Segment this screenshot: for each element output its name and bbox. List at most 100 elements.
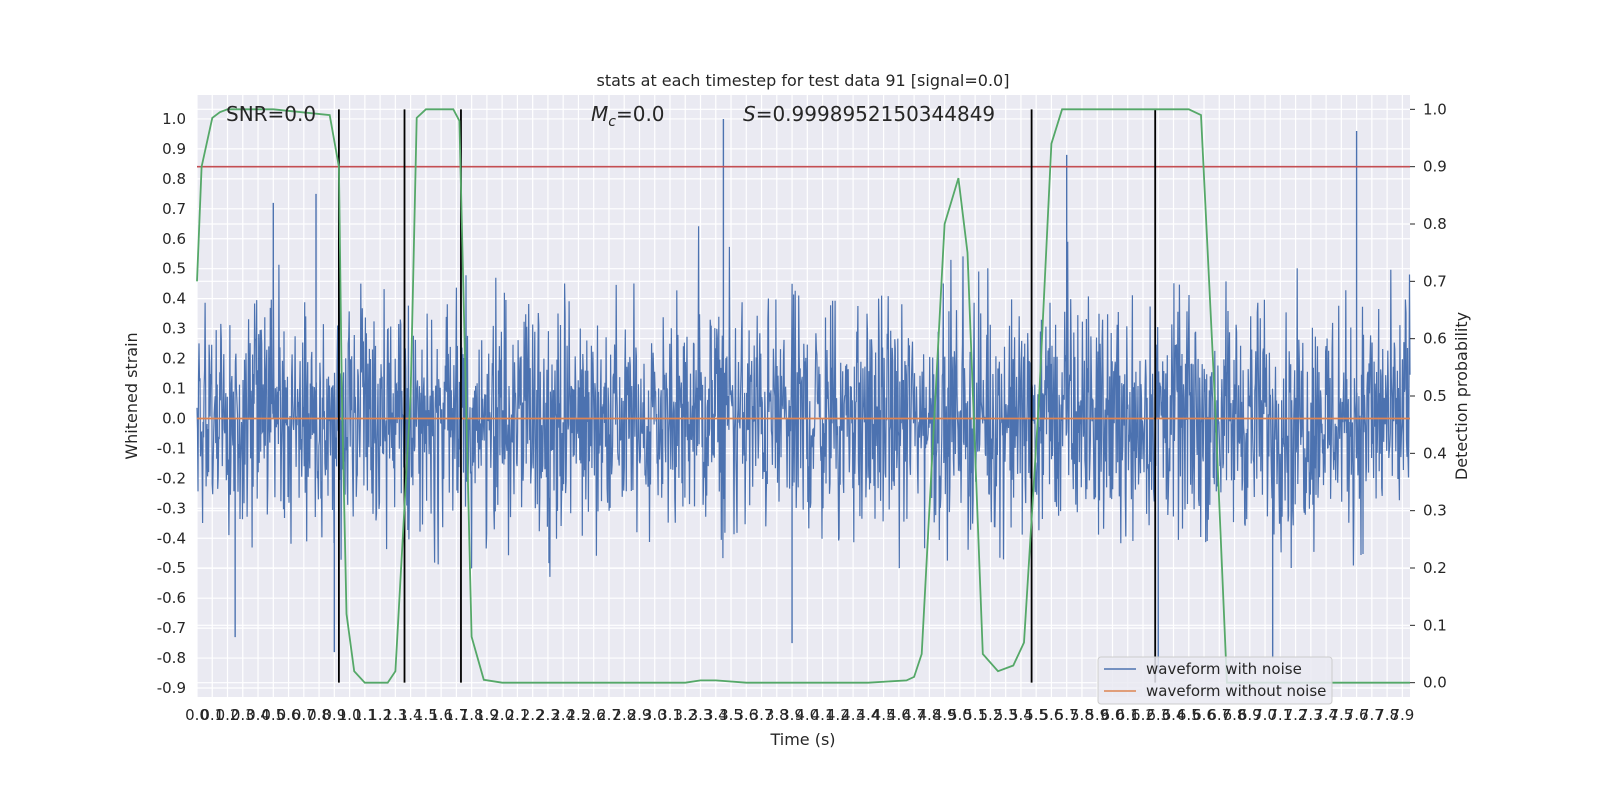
x-tick-label: 4.2	[826, 706, 850, 724]
x-tick-label: 0.3	[231, 706, 255, 724]
x-tick-label: 0.5	[261, 706, 285, 724]
y-tick-label: -0.4	[157, 529, 186, 547]
s-annotation: S=0.9998952150344849	[743, 102, 995, 126]
axis-ticks: 0.00.10.20.30.40.50.60.70.80.91.01.11.21…	[157, 100, 1447, 724]
legend: waveform with noise waveform without noi…	[1097, 656, 1333, 705]
x-tick-label: 7.3	[1299, 706, 1323, 724]
x-tick-label: 1.5	[414, 706, 438, 724]
y-tick-label: -0.9	[157, 679, 186, 697]
x-tick-label: 6.8	[1223, 706, 1247, 724]
y-tick-label: 1.0	[162, 110, 186, 128]
x-tick-label: 3.1	[658, 706, 682, 724]
x-tick-label: 4.1	[811, 706, 835, 724]
x-tick-label: 0.4	[246, 706, 270, 724]
x-tick-label: 3.8	[765, 706, 789, 724]
x-tick-label: 3.4	[704, 706, 728, 724]
mc-subscript: c	[608, 114, 616, 130]
x-tick-label: 7.8	[1375, 706, 1399, 724]
y-tick-label: 0.5	[162, 260, 186, 278]
mc-symbol: M	[591, 102, 608, 126]
y2-tick-label: 0.1	[1423, 616, 1447, 634]
x-tick-label: 0.8	[307, 706, 331, 724]
x-tick-label: 7.7	[1360, 706, 1384, 724]
y2-axis-label: Detection probability	[1452, 312, 1471, 480]
chart-title: stats at each timestep for test data 91 …	[597, 71, 1010, 90]
x-tick-label: 4.4	[856, 706, 880, 724]
x-tick-label: 4.9	[933, 706, 957, 724]
x-tick-label: 7.2	[1284, 706, 1308, 724]
snr-annotation: SNR=0.0	[226, 102, 316, 126]
x-tick-label: 1.4	[399, 706, 423, 724]
s-value: =0.9998952150344849	[756, 102, 995, 126]
y-tick-label: 0.2	[162, 350, 186, 368]
y-tick-label: 0.8	[162, 170, 186, 188]
x-tick-label: 3.2	[673, 706, 697, 724]
x-tick-label: 5.4	[1009, 706, 1033, 724]
x-tick-label: 4.3	[841, 706, 865, 724]
x-tick-label: 3.9	[780, 706, 804, 724]
y2-tick-label: 0.3	[1423, 502, 1447, 520]
y2-tick-label: 0.6	[1423, 330, 1447, 348]
x-tick-label: 2.6	[582, 706, 606, 724]
detection-probability-line	[196, 108, 1410, 684]
y-tick-label: 0.4	[162, 290, 186, 308]
y2-tick-label: 0.7	[1423, 272, 1447, 290]
x-tick-label: 4.0	[795, 706, 819, 724]
y-tick-label: 0.1	[162, 380, 186, 398]
y-tick-label: 0.9	[162, 140, 186, 158]
overlay-lines	[196, 108, 1410, 684]
y-tick-label: -0.3	[157, 499, 186, 517]
x-tick-label: 2.2	[521, 706, 545, 724]
y2-tick-label: 0.4	[1423, 444, 1447, 462]
x-tick-label: 7.1	[1268, 706, 1292, 724]
waveform-with-noise-series	[196, 118, 1411, 674]
x-tick-label: 2.0	[490, 706, 514, 724]
x-tick-label: 4.8	[917, 706, 941, 724]
x-tick-label: 4.7	[902, 706, 926, 724]
y-tick-label: 0.6	[162, 230, 186, 248]
waveform-with-noise-line	[196, 214, 1411, 577]
x-tick-label: 2.3	[536, 706, 560, 724]
x-tick-label: 5.9	[1085, 706, 1109, 724]
x-tick-label: 1.2	[368, 706, 392, 724]
legend-label-noise: waveform with noise	[1146, 660, 1302, 678]
x-tick-label: 6.6	[1192, 706, 1216, 724]
x-tick-label: 6.3	[1146, 706, 1170, 724]
x-tick-label: 5.2	[978, 706, 1002, 724]
y-tick-label: -0.2	[157, 469, 186, 487]
y-tick-label: 0.3	[162, 320, 186, 338]
x-tick-label: 3.3	[689, 706, 713, 724]
x-tick-label: 6.0	[1101, 706, 1125, 724]
x-tick-label: 3.5	[719, 706, 743, 724]
x-tick-label: 0.1	[200, 706, 224, 724]
x-tick-label: 1.6	[429, 706, 453, 724]
y2-tick-label: 1.0	[1423, 100, 1447, 118]
x-tick-label: 5.7	[1055, 706, 1079, 724]
mc-value: =0.0	[616, 102, 665, 126]
y2-tick-label: 0.0	[1423, 674, 1447, 692]
x-tick-label: 3.7	[750, 706, 774, 724]
x-tick-label: 3.0	[643, 706, 667, 724]
x-tick-label: 6.2	[1131, 706, 1155, 724]
x-tick-label: 3.6	[734, 706, 758, 724]
x-tick-label: 7.9	[1390, 706, 1414, 724]
mc-annotation: Mc=0.0	[591, 102, 665, 130]
x-tick-label: 5.6	[1040, 706, 1064, 724]
x-tick-label: 7.6	[1345, 706, 1369, 724]
x-tick-label: 7.4	[1314, 706, 1338, 724]
y-tick-label: 0.0	[162, 409, 186, 427]
x-tick-label: 7.0	[1253, 706, 1277, 724]
x-tick-label: 1.8	[460, 706, 484, 724]
y-tick-label: -0.1	[157, 439, 186, 457]
y-axis-label: Whitened strain	[122, 332, 141, 459]
x-tick-label: 4.6	[887, 706, 911, 724]
x-tick-label: 1.0	[338, 706, 362, 724]
x-tick-label: 2.4	[551, 706, 575, 724]
y2-tick-label: 0.2	[1423, 559, 1447, 577]
x-tick-label: 1.1	[353, 706, 377, 724]
x-tick-label: 6.7	[1207, 706, 1231, 724]
x-tick-label: 1.9	[475, 706, 499, 724]
x-tick-label: 0.2	[216, 706, 240, 724]
x-tick-label: 2.8	[612, 706, 636, 724]
